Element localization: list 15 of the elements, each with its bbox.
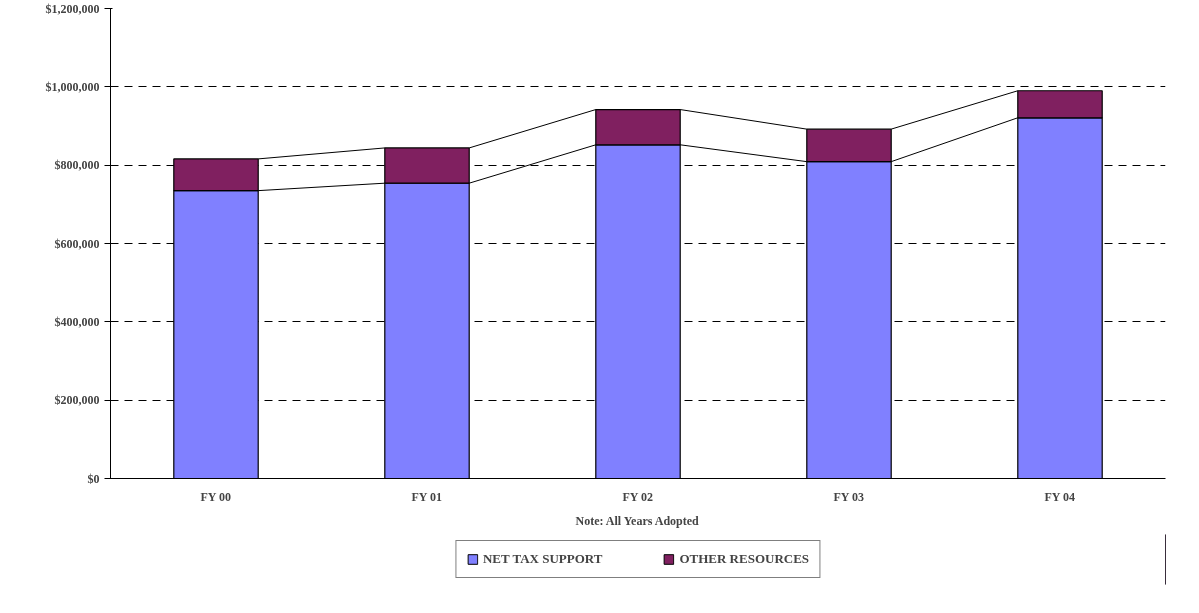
text: Note: All Years Adopted <box>575 513 700 528</box>
x-tick-label: FY 02 <box>622 489 654 504</box>
y-tick-label: $600,000 <box>54 236 100 251</box>
legend-label: NET TAX SUPPORT <box>482 551 603 567</box>
legend-label: OTHER RESOURCES <box>679 551 810 567</box>
y-tick-label: $200,000 <box>54 393 100 408</box>
y-tick-label: $800,000 <box>54 158 100 173</box>
x-tick-label: FY 04 <box>1044 489 1076 504</box>
x-tick-label: FY 03 <box>833 489 865 504</box>
y-tick-label: $0 <box>87 471 100 486</box>
y-tick-label: $1,200,000 <box>45 1 100 16</box>
y-tick-label: $1,000,000 <box>45 79 100 94</box>
y-tick-label: $400,000 <box>54 314 100 329</box>
x-tick-label: FY 00 <box>200 489 232 504</box>
x-tick-label: FY 01 <box>411 489 443 504</box>
